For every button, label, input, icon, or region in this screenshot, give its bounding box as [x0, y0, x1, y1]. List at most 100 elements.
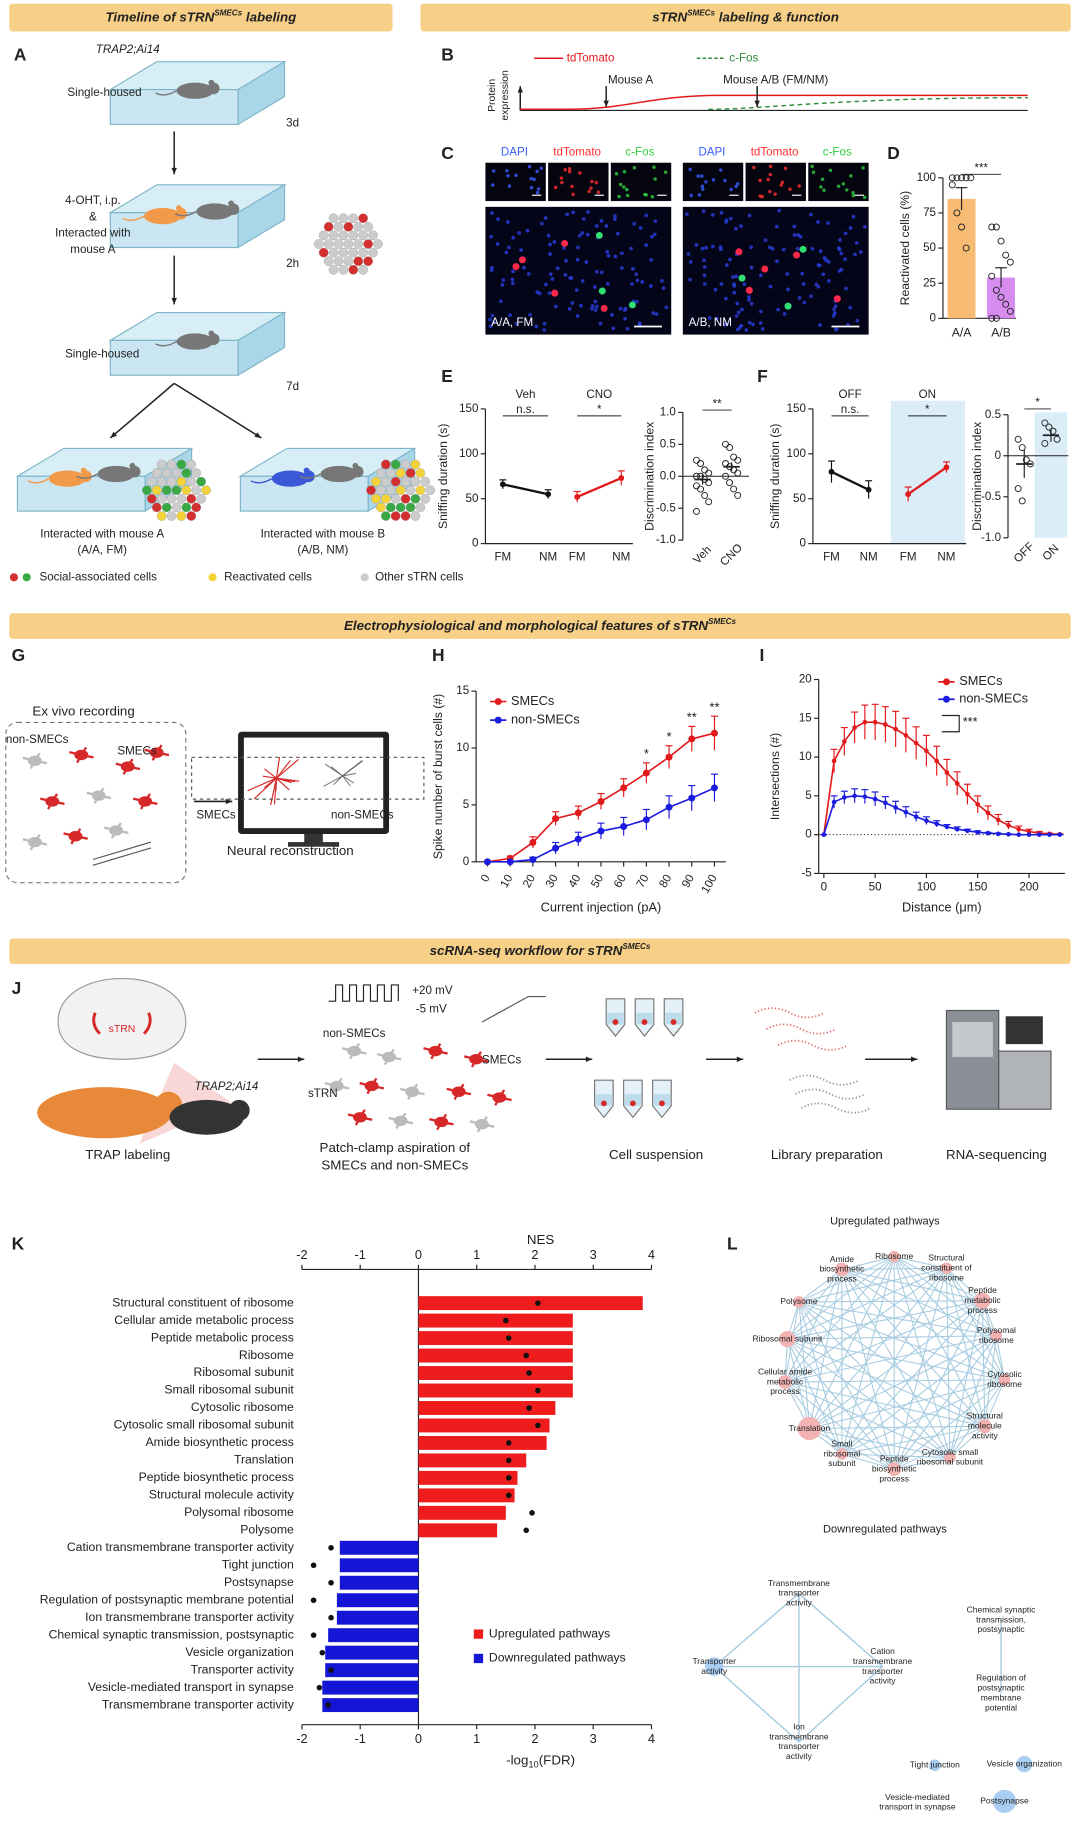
network-edge	[784, 1269, 843, 1383]
data-point	[872, 719, 878, 725]
nucleus	[581, 217, 586, 221]
node-label: transporter	[778, 1741, 819, 1751]
group-label: CNO	[586, 388, 612, 401]
mouse-body	[196, 203, 234, 220]
nucleus	[610, 312, 614, 317]
nucleus	[782, 312, 787, 316]
nucleus	[580, 231, 585, 235]
cell	[400, 493, 411, 504]
y-tick-label: -1.0	[656, 533, 676, 546]
data-point	[574, 809, 582, 817]
cell	[385, 485, 396, 496]
nes-dot	[328, 1614, 334, 1621]
nucleus	[519, 248, 523, 252]
nucleus	[585, 232, 590, 237]
nucleus	[711, 178, 716, 182]
network-edge	[893, 1425, 985, 1470]
labeled-cell	[512, 263, 520, 271]
data-point	[985, 810, 991, 816]
x-tick-label: 80	[657, 872, 675, 890]
cell	[156, 459, 167, 470]
nucleus	[534, 324, 539, 329]
cell	[371, 476, 381, 487]
nucleus	[818, 323, 822, 327]
data-point	[954, 781, 960, 786]
nucleus	[507, 245, 511, 250]
data-point	[865, 486, 872, 493]
nes-dot	[523, 1527, 530, 1534]
nucleus	[617, 194, 621, 199]
monitor-stand	[304, 833, 323, 844]
tdtomato-curve	[520, 94, 1028, 111]
tube-cell	[630, 1100, 636, 1107]
x-tick-label: 20	[520, 872, 538, 890]
network-edge	[798, 1301, 895, 1470]
nucleus	[724, 220, 728, 224]
banner	[9, 613, 1071, 639]
nucleus	[632, 221, 637, 226]
tube-cell	[670, 1019, 677, 1025]
nucleus	[824, 258, 828, 262]
nucleus	[845, 188, 849, 192]
network-edge	[841, 1269, 986, 1427]
data-point	[1018, 497, 1026, 505]
cell	[420, 493, 431, 504]
cell	[176, 493, 187, 504]
data-point	[1002, 300, 1010, 308]
nucleus	[623, 316, 627, 321]
nucleus	[629, 246, 633, 251]
y-tick-label: 100	[917, 171, 936, 184]
network-edge	[893, 1379, 1005, 1470]
sequencer-panel	[952, 1022, 993, 1057]
nucleus	[816, 220, 820, 224]
nucleus	[491, 183, 495, 187]
nucleus	[839, 251, 844, 256]
x2-tick-label: 0	[415, 1247, 422, 1262]
nes-dot	[328, 1579, 334, 1586]
dendrite	[247, 777, 277, 792]
dendrite	[276, 777, 296, 783]
network-edge	[894, 1457, 951, 1470]
mouse-ear	[80, 467, 87, 474]
soma	[138, 796, 153, 807]
node-label: molecule	[968, 1420, 1002, 1430]
data-point	[828, 468, 835, 475]
data-point	[992, 223, 1000, 231]
y-axis-label: Sniffing duration (s)	[436, 424, 450, 529]
mouse-ear	[352, 462, 359, 469]
network-edge	[893, 1335, 997, 1470]
panel-letter: E	[441, 366, 453, 386]
nucleus	[536, 187, 541, 191]
y-tick-label: 5	[463, 798, 469, 811]
nucleus	[506, 174, 510, 178]
nucleus	[579, 303, 583, 308]
labeled-cell	[598, 287, 606, 295]
nucleus	[634, 272, 639, 277]
bar	[418, 1296, 643, 1311]
tube-liquid	[624, 1094, 642, 1106]
data-point	[948, 181, 956, 189]
label: Mouse A/B (FM/NM)	[723, 73, 828, 86]
data-point	[948, 174, 956, 182]
nucleus	[747, 298, 751, 302]
legend-label: non-SMECs	[511, 712, 580, 727]
dendrite	[270, 778, 277, 806]
cell	[395, 468, 406, 478]
nucleus	[618, 306, 623, 311]
dendrite	[275, 777, 290, 791]
nucleus	[664, 305, 669, 310]
arrow-head	[110, 431, 117, 438]
mouse-ear	[303, 467, 310, 474]
node-label: process	[770, 1386, 800, 1396]
labeled-cell	[628, 301, 636, 309]
network-edge	[798, 1301, 997, 1337]
cell	[400, 459, 411, 470]
network-edge	[809, 1300, 983, 1429]
nucleus	[504, 250, 509, 255]
network-node	[1016, 1756, 1033, 1773]
group-label: Veh	[515, 388, 535, 401]
y-tick-label: Cation transmembrane transporter activit…	[67, 1540, 295, 1554]
node-label: activity	[701, 1666, 728, 1676]
nucleus	[565, 212, 570, 217]
data-point	[842, 795, 847, 800]
